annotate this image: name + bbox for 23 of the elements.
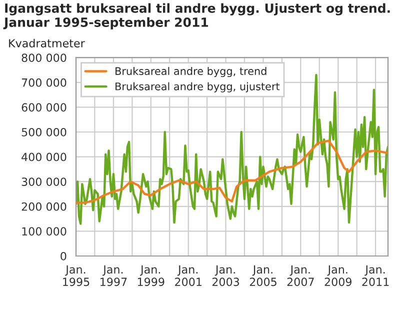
y-tick-label: 800 000: [22, 54, 66, 62]
x-tick-label: Jan. 2011: [362, 265, 389, 286]
y-axis-title: Kvadratmeter: [9, 38, 85, 48]
y-tick-label: 200 000: [22, 202, 66, 211]
y-tick-label: 500 000: [22, 128, 66, 136]
x-tick-label: Jan. 1999: [138, 265, 164, 286]
x-tick-label: Jan. 2007: [287, 265, 314, 286]
x-tick-label: Jan. 1997: [100, 265, 127, 286]
y-tick-label: 0: [60, 252, 66, 260]
x-tick-label: Jan. 1995: [63, 265, 90, 286]
x-tick-label: Jan. 2005: [250, 265, 276, 286]
legend-label: Bruksareal andre bygg, ujustert: [116, 82, 280, 92]
x-tick-label: Jan. 2009: [324, 265, 352, 286]
y-tick-label: 100 000: [22, 227, 66, 236]
line-series: [76, 140, 388, 204]
y-tick-label: 600 000: [22, 103, 66, 112]
y-tick-label: 700 000: [22, 78, 66, 87]
y-tick-label: 400 000: [22, 152, 66, 162]
x-tick-label: Jan. 2003: [212, 265, 240, 286]
legend-label: Bruksareal andre bygg, trend: [116, 66, 266, 78]
y-tick-label: 300 000: [22, 178, 66, 186]
x-tick-label: Jan. 2001: [175, 265, 202, 286]
chart-title: Igangsatt bruksareal til andre bygg. Ujustert og trend. Januar 1995-september 2011: [3, 3, 390, 30]
